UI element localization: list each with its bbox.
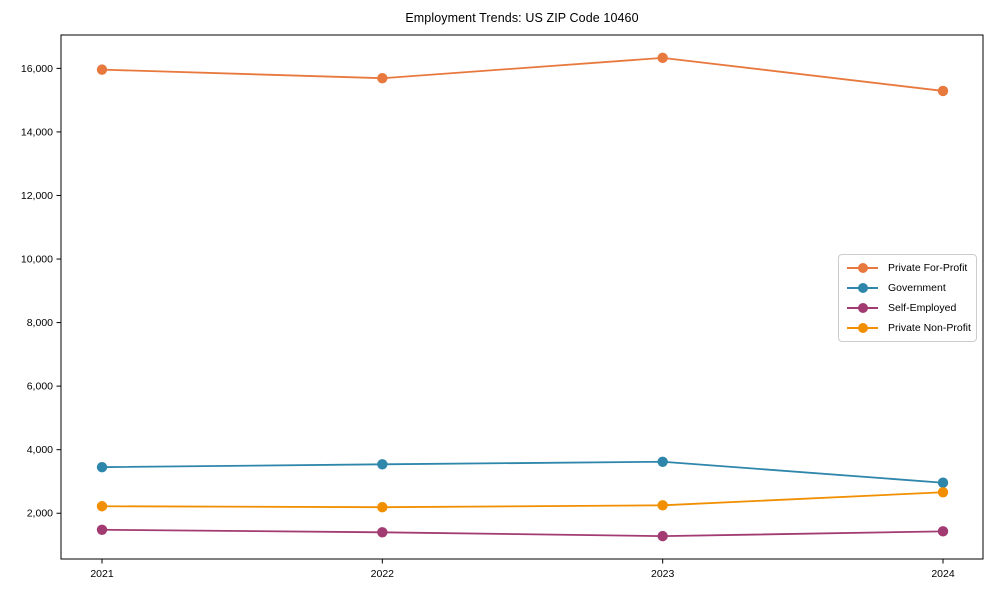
y-tick-label: 10,000 — [21, 254, 53, 266]
legend-entry: Private Non-Profit — [839, 319, 976, 337]
legend-line-marker — [847, 323, 878, 333]
y-tick-label: 8,000 — [27, 317, 53, 329]
y-tick-label: 14,000 — [21, 126, 53, 138]
data-point-private-for-profit-2022 — [377, 73, 388, 84]
data-point-self-employed-2022 — [377, 527, 388, 538]
y-tick-label: 6,000 — [27, 381, 53, 393]
data-point-self-employed-2024 — [937, 526, 949, 537]
y-tick-label: 12,000 — [21, 190, 53, 202]
data-point-private-non-profit-2023 — [657, 500, 668, 511]
legend-entry: Private For-Profit — [839, 259, 976, 277]
legend-dot-icon — [857, 263, 868, 273]
x-tick-label: 2024 — [931, 568, 955, 580]
data-point-government-2021 — [96, 461, 108, 473]
legend-line-marker — [847, 263, 878, 273]
data-point-government-2023 — [657, 456, 668, 467]
x-tick-label: 2021 — [90, 568, 114, 580]
x-tick-label: 2023 — [651, 568, 675, 580]
data-point-private-for-profit-2024 — [937, 85, 949, 97]
legend-label: Private Non-Profit — [888, 322, 971, 334]
legend-label: Private For-Profit — [888, 262, 968, 274]
data-point-private-non-profit-2021 — [96, 501, 108, 512]
series-line-self-employed — [101, 528, 944, 538]
data-point-government-2024 — [937, 477, 949, 488]
plot-frame — [60, 34, 984, 560]
data-point-self-employed-2023 — [657, 530, 668, 542]
series-line-government — [101, 460, 944, 484]
chart-title: Employment Trends: US ZIP Code 10460 — [405, 11, 639, 25]
x-tick-label: 2022 — [371, 568, 395, 580]
data-point-private-for-profit-2023 — [657, 52, 668, 64]
legend-label: Government — [888, 282, 946, 294]
legend-dot-icon — [857, 323, 868, 333]
y-tick-label: 16,000 — [21, 63, 53, 75]
legend-dot-icon — [857, 303, 868, 313]
legend-entry: Government — [839, 279, 976, 297]
legend-dot-icon — [857, 283, 868, 293]
data-point-private-non-profit-2024 — [937, 487, 949, 498]
legend-line-marker — [847, 303, 878, 313]
series-line-private-for-profit — [101, 56, 944, 92]
y-tick-label: 4,000 — [27, 444, 53, 456]
series-line-private-non-profit — [101, 491, 944, 509]
legend-label: Self-Employed — [888, 302, 957, 314]
legend-entry: Self-Employed — [839, 299, 976, 317]
legend-line-marker — [847, 283, 878, 293]
y-tick-label: 2,000 — [27, 508, 53, 520]
legend: Private For-Profit Government Self-Emplo… — [838, 254, 977, 342]
data-point-private-non-profit-2022 — [377, 502, 388, 513]
data-point-government-2022 — [377, 459, 388, 470]
data-point-self-employed-2021 — [96, 524, 108, 535]
data-point-private-for-profit-2021 — [96, 64, 108, 75]
